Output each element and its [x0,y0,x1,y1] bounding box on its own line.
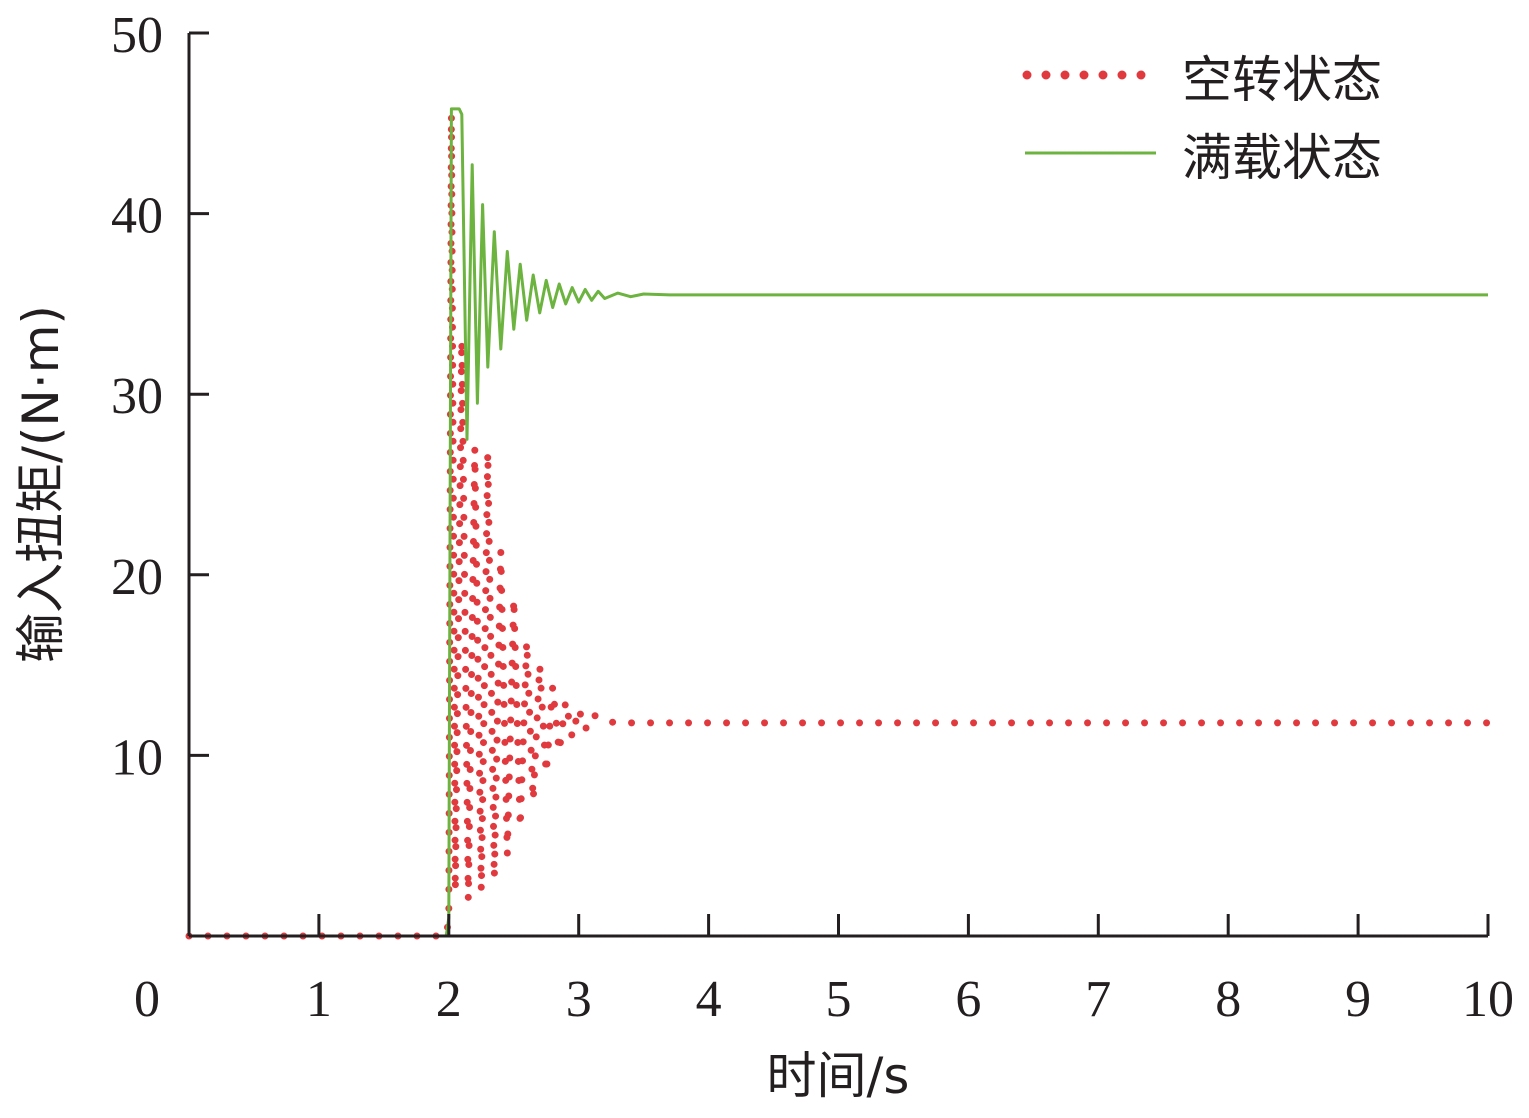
x-tick-label: 10 [1462,971,1514,1028]
x-tick-label: 4 [696,971,722,1028]
x-tick-label: 5 [826,971,852,1028]
x-tick-label: 9 [1345,971,1371,1028]
y-tick-label: 50 [111,7,163,64]
x-tick-label: 3 [566,971,592,1028]
ticks: 0 1 2 3 4 5 6 7 8 9 10 10 20 30 40 50 [111,7,1514,1028]
legend: 空转状态 满载状态 [1022,51,1382,187]
x-tick-label: 6 [955,971,981,1028]
legend-idle-label: 空转状态 [1182,51,1382,109]
y-tick-label: 10 [111,729,163,786]
x-tick-label: 1 [306,971,332,1028]
y-tick-label: 40 [111,188,163,245]
series-layer [185,107,1492,940]
x-tick-label: 2 [436,971,462,1028]
x-tick-label: 7 [1085,971,1111,1028]
x-tick-label: 0 [134,971,160,1028]
series-line-full-load [189,107,1488,938]
y-tick-label: 20 [111,549,163,606]
legend-full-label: 满载状态 [1182,129,1382,187]
x-tick-label: 8 [1215,971,1241,1028]
y-tick-label: 30 [111,368,163,425]
y-axis-title: 输入扭矩/(N·m) [12,305,70,663]
series-line-idle [185,110,1492,940]
x-axis-title: 时间/s [767,1047,910,1105]
